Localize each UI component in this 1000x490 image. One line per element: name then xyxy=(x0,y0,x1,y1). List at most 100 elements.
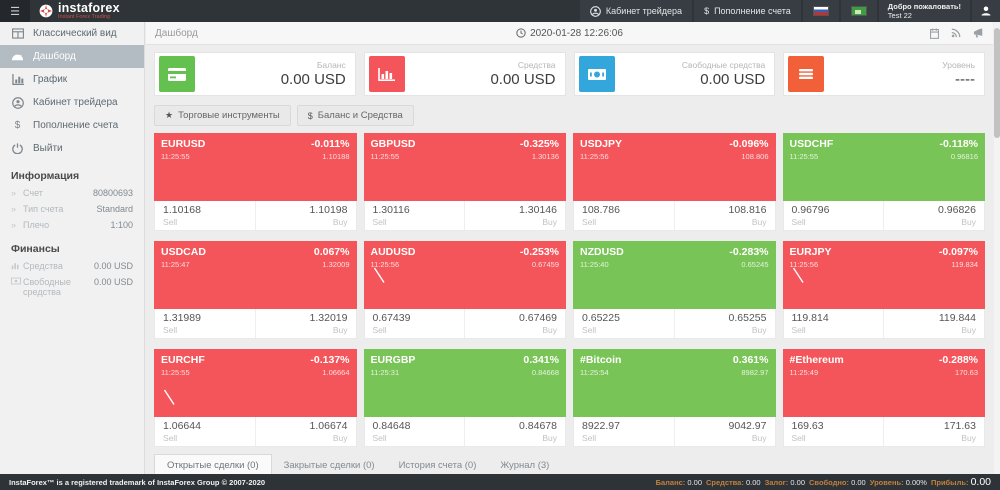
scrollbar-track[interactable] xyxy=(994,22,1000,474)
instruments-grid: EURUSD 11:25:55 -0.011% 1.10188 1.10168 … xyxy=(146,133,993,447)
sell-quote[interactable]: 1.06644 Sell xyxy=(155,417,255,446)
sell-label: Sell xyxy=(163,217,178,227)
instrument-symbol: NZDUSD xyxy=(580,246,624,258)
quote-time: 11:25:47 xyxy=(161,260,190,269)
tile-header: EURUSD 11:25:55 -0.011% 1.10188 xyxy=(154,133,357,201)
header-trader-cabinet-button[interactable]: Кабинет трейдера xyxy=(579,0,693,22)
instrument-tile[interactable]: GBPUSD 11:25:55 -0.325% 1.30136 1.30116 … xyxy=(363,133,566,231)
instrument-tile[interactable]: #Ethereum 11:25:49 -0.288% 170.63 169.63… xyxy=(782,349,985,447)
sell-quote[interactable]: 8922.97 Sell xyxy=(574,417,674,446)
rss-icon[interactable] xyxy=(951,28,961,39)
toolbar: ★ Торговые инструменты $ Баланс и Средст… xyxy=(146,103,993,133)
trademark-text: InstaForex™ is a registered trademark of… xyxy=(9,477,266,487)
change-percent: -0.325% xyxy=(519,138,559,150)
sidebar-item-logout[interactable]: Выйти xyxy=(0,137,144,160)
instrument-tile[interactable]: #Bitcoin 11:25:54 0.361% 8982.97 8922.97… xyxy=(573,349,776,447)
sell-quote[interactable]: 108.786 Sell xyxy=(574,201,674,230)
instrument-symbol: EURJPY xyxy=(789,246,832,258)
sell-quote[interactable]: 169.63 Sell xyxy=(784,417,884,446)
buy-quote[interactable]: 171.63 Buy xyxy=(883,417,984,446)
buy-label: Buy xyxy=(542,325,557,335)
balance-and-equity-button[interactable]: $ Баланс и Средства xyxy=(296,105,414,126)
buy-price: 1.06674 xyxy=(309,420,348,432)
language-flag-secondary[interactable] xyxy=(840,0,877,22)
buy-price: 1.10198 xyxy=(309,204,348,216)
scrollbar-thumb[interactable] xyxy=(994,28,1000,138)
change-percent: -0.283% xyxy=(729,246,769,258)
buy-label: Buy xyxy=(751,325,767,335)
power-icon xyxy=(11,143,24,154)
instrument-symbol: #Bitcoin xyxy=(580,354,622,366)
language-flag-russian[interactable] xyxy=(802,0,839,22)
sell-quote[interactable]: 1.10168 Sell xyxy=(155,201,255,230)
change-percent: -0.253% xyxy=(519,246,559,258)
buy-quote[interactable]: 1.30146 Buy xyxy=(464,201,565,230)
instrument-tile[interactable]: NZDUSD 11:25:40 -0.283% 0.65245 0.65225 … xyxy=(573,241,776,339)
quote-time: 11:25:55 xyxy=(370,152,400,161)
sell-quote[interactable]: 0.84648 Sell xyxy=(365,417,465,446)
buy-quote[interactable]: 0.96826 Buy xyxy=(883,201,984,230)
buy-price: 0.84678 xyxy=(519,420,557,432)
header-deposit-button[interactable]: $ Пополнение счета xyxy=(694,0,801,22)
buy-quote[interactable]: 1.10198 Buy xyxy=(254,201,356,230)
banknote-icon xyxy=(11,277,23,285)
quote-time: 11:25:31 xyxy=(370,368,400,377)
banknote-icon xyxy=(578,56,615,92)
sidebar-item-classic-view[interactable]: Классический вид xyxy=(0,22,144,45)
sell-quote[interactable]: 0.65225 Sell xyxy=(574,309,674,338)
user-avatar-button[interactable] xyxy=(972,0,1000,22)
instrument-tile[interactable]: AUDUSD 11:25:56 -0.253% 0.67459 0.67439 … xyxy=(363,241,566,339)
summary-stat: Баланс: 0.00 xyxy=(655,477,702,487)
buy-quote[interactable]: 0.67469 Buy xyxy=(464,309,565,338)
sidebar-item-dashboard[interactable]: Дашборд xyxy=(0,45,144,68)
menu-toggle-button[interactable]: ☰ xyxy=(0,0,30,22)
sidebar-item-trader-cabinet[interactable]: Кабинет трейдера xyxy=(0,91,144,114)
instrument-tile[interactable]: EURUSD 11:25:55 -0.011% 1.10188 1.10168 … xyxy=(154,133,357,231)
info-section-title: Информация xyxy=(11,170,80,182)
trading-instruments-button[interactable]: ★ Торговые инструменты xyxy=(154,105,291,126)
instaforex-logo[interactable]: instaforex Instant Forex Trading xyxy=(30,0,129,22)
calendar-icon[interactable] xyxy=(930,27,939,39)
tile-header: #Ethereum 11:25:49 -0.288% 170.63 xyxy=(782,349,985,417)
buy-quote[interactable]: 1.06674 Buy xyxy=(254,417,356,446)
announcement-icon[interactable] xyxy=(973,27,984,39)
buy-quote[interactable]: 108.816 Buy xyxy=(673,201,775,230)
last-price: 119.834 xyxy=(951,260,978,269)
buy-price: 0.96826 xyxy=(938,204,976,216)
quote-time: 11:25:55 xyxy=(789,152,819,161)
tab[interactable]: История счета (0) xyxy=(398,460,477,471)
tab[interactable]: Журнал (3) xyxy=(500,460,550,471)
instrument-tile[interactable]: EURJPY 11:25:56 -0.097% 119.834 119.814 … xyxy=(782,241,985,339)
buy-price: 9042.97 xyxy=(728,420,767,432)
sidebar-item-chart[interactable]: График xyxy=(0,68,144,91)
sell-label: Sell xyxy=(791,217,806,227)
instrument-tile[interactable]: USDCHF 11:25:55 -0.118% 0.96816 0.96796 … xyxy=(782,133,985,231)
buy-quote[interactable]: 1.32019 Buy xyxy=(254,309,356,338)
chevron-icon: » xyxy=(11,204,17,214)
sell-quote[interactable]: 0.96796 Sell xyxy=(784,201,884,230)
sell-quote[interactable]: 0.67439 Sell xyxy=(365,309,465,338)
sell-quote[interactable]: 119.814 Sell xyxy=(784,309,884,338)
sell-price: 1.10168 xyxy=(163,204,201,216)
instrument-tile[interactable]: EURCHF 11:25:55 -0.137% 1.06664 1.06644 … xyxy=(154,349,357,447)
footer: InstaForex™ is a registered trademark of… xyxy=(0,474,1000,490)
buy-quote[interactable]: 0.65255 Buy xyxy=(673,309,775,338)
instrument-tile[interactable]: USDCAD 11:25:47 0.067% 1.32009 1.31989 S… xyxy=(154,241,357,339)
last-price: 170.63 xyxy=(955,368,978,377)
sell-quote[interactable]: 1.31989 Sell xyxy=(155,309,255,338)
chevron-icon: » xyxy=(11,220,17,230)
sidebar-item-deposit[interactable]: $ Пополнение счета xyxy=(0,114,144,137)
tab[interactable]: Закрытые сделки (0) xyxy=(283,460,375,471)
buy-quote[interactable]: 119.844 Buy xyxy=(883,309,984,338)
sell-price: 169.63 xyxy=(791,420,824,432)
sell-price: 1.30116 xyxy=(372,204,410,216)
buy-quote[interactable]: 0.84678 Buy xyxy=(464,417,565,446)
menu-lines-icon xyxy=(788,56,825,92)
clock-icon xyxy=(516,28,526,38)
sell-quote[interactable]: 1.30116 Sell xyxy=(365,201,465,230)
instrument-tile[interactable]: USDJPY 11:25:56 -0.096% 108.806 108.786 … xyxy=(573,133,776,231)
green-flag-icon xyxy=(850,6,867,16)
quote-time: 11:25:49 xyxy=(789,368,819,377)
instrument-tile[interactable]: EURGBP 11:25:31 0.341% 0.84668 0.84648 S… xyxy=(363,349,566,447)
buy-quote[interactable]: 9042.97 Buy xyxy=(673,417,775,446)
